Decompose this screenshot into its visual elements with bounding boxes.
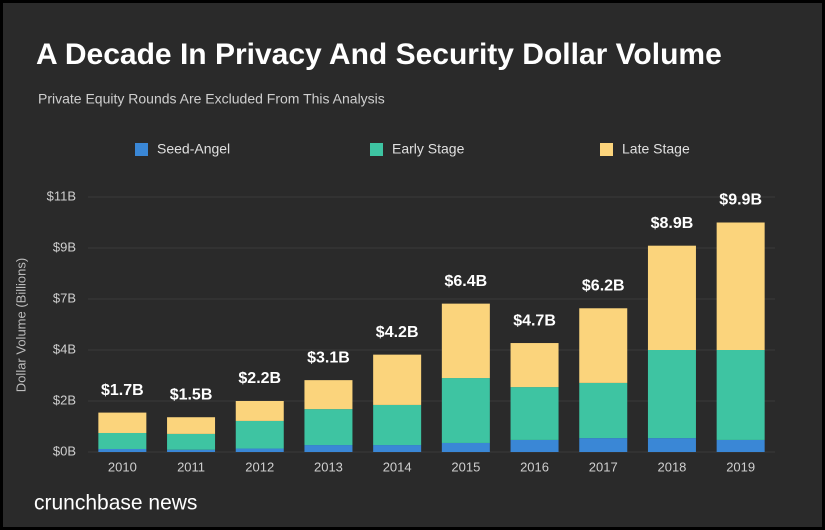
bar-segment	[373, 354, 422, 405]
bar-segment	[167, 433, 216, 450]
bar-segment	[441, 442, 490, 452]
y-tick-label: $2B	[53, 392, 76, 407]
bar-segment	[167, 417, 216, 434]
bar-segment	[510, 343, 559, 388]
bar-segment	[235, 448, 284, 452]
bar-segment	[373, 404, 422, 446]
x-tick-label: 2016	[520, 459, 549, 474]
bar-segment	[579, 438, 628, 452]
y-tick-label: $7B	[53, 290, 76, 305]
y-tick-label: $9B	[53, 239, 76, 254]
x-tick-label: 2012	[245, 459, 274, 474]
bar-segment	[579, 382, 628, 439]
bar-segment	[441, 303, 490, 379]
bar-segment	[647, 245, 696, 350]
bar-segment	[98, 412, 147, 433]
bar-segment	[98, 448, 147, 452]
y-tick-label: $0B	[53, 443, 76, 458]
bar-segment	[716, 439, 765, 452]
x-tick-label: 2017	[589, 459, 618, 474]
bar-segment	[167, 449, 216, 452]
y-tick-label: $4B	[53, 341, 76, 356]
bar-segment	[647, 350, 696, 439]
total-label: $4.7B	[513, 312, 556, 329]
x-tick-label: 2013	[314, 459, 343, 474]
bar-segment	[510, 439, 559, 452]
total-label: $1.7B	[101, 382, 144, 399]
bar-segment	[373, 445, 422, 452]
legend-swatch	[370, 143, 383, 156]
legend-label: Late Stage	[622, 141, 690, 157]
x-tick-label: 2018	[657, 459, 686, 474]
total-label: $4.2B	[376, 324, 419, 341]
total-label: $9.9B	[719, 192, 762, 209]
y-axis-label: Dollar Volume (Billions)	[13, 258, 28, 392]
bar-segment	[235, 401, 284, 421]
bar-segment	[304, 409, 353, 446]
bar-segment	[304, 380, 353, 410]
x-tick-label: 2015	[451, 459, 480, 474]
footer: crunchbase news	[34, 492, 197, 515]
total-label: $1.5B	[170, 386, 213, 403]
total-label: $2.2B	[238, 370, 281, 387]
bar-segment	[98, 432, 147, 449]
x-tick-label: 2019	[726, 459, 755, 474]
y-tick-label: $11B	[47, 188, 76, 203]
total-label: $6.4B	[444, 273, 487, 290]
bar-segment	[510, 387, 559, 440]
total-label: $3.1B	[307, 349, 350, 366]
x-tick-label: 2010	[108, 459, 137, 474]
x-tick-label: 2011	[177, 459, 205, 474]
bar-segment	[441, 378, 490, 443]
bar-segment	[579, 308, 628, 383]
x-tick-label: 2014	[383, 459, 412, 474]
legend-label: Early Stage	[392, 141, 465, 157]
total-label: $6.2B	[582, 277, 625, 294]
bar-segment	[304, 445, 353, 452]
legend-label: Seed-Angel	[157, 141, 230, 157]
bar-segment	[647, 438, 696, 452]
chart-title: A Decade In Privacy And Security Dollar …	[36, 38, 722, 71]
legend-swatch	[135, 143, 148, 156]
bar-segment	[716, 350, 765, 440]
total-label: $8.9B	[651, 215, 694, 232]
legend-swatch	[600, 143, 613, 156]
bar-segment	[235, 420, 284, 449]
chart-subtitle: Private Equity Rounds Are Excluded From …	[38, 91, 385, 107]
bar-segment	[716, 222, 765, 350]
